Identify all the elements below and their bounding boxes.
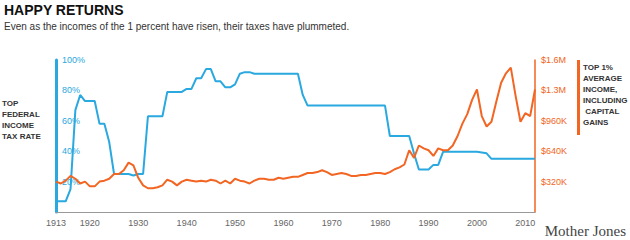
svg-text:FEDERAL: FEDERAL	[2, 110, 42, 119]
svg-text:1990: 1990	[419, 218, 439, 228]
svg-text:AVERAGE: AVERAGE	[583, 74, 624, 83]
svg-text:2010: 2010	[515, 218, 535, 228]
svg-text:1920: 1920	[80, 218, 100, 228]
svg-text:1980: 1980	[370, 218, 390, 228]
svg-text:Mother Jones: Mother Jones	[545, 223, 626, 239]
svg-text:$320K: $320K	[541, 177, 567, 187]
svg-text:1930: 1930	[128, 218, 148, 228]
svg-text:1913: 1913	[46, 218, 66, 228]
svg-text:INCOME: INCOME	[2, 121, 36, 130]
svg-text:CAPITAL: CAPITAL	[583, 107, 621, 116]
svg-text:100%: 100%	[62, 55, 85, 65]
svg-text:$1.6M: $1.6M	[541, 55, 566, 65]
svg-text:60%: 60%	[62, 116, 80, 126]
svg-text:1950: 1950	[225, 218, 245, 228]
svg-text:TAX RATE: TAX RATE	[2, 132, 41, 141]
svg-text:1970: 1970	[322, 218, 342, 228]
svg-text:$640K: $640K	[541, 146, 567, 156]
svg-text:$1.3M: $1.3M	[541, 85, 566, 95]
svg-text:40%: 40%	[62, 146, 80, 156]
svg-text:2000: 2000	[467, 218, 487, 228]
svg-text:Even as the incomes of the 1 p: Even as the incomes of the 1 percent hav…	[4, 21, 349, 32]
svg-text:HAPPY RETURNS: HAPPY RETURNS	[4, 2, 124, 18]
svg-text:TOP: TOP	[2, 99, 20, 108]
svg-text:$960K: $960K	[541, 116, 567, 126]
svg-text:INCOME,: INCOME,	[583, 85, 619, 94]
svg-text:INCLUDING: INCLUDING	[583, 96, 627, 105]
svg-text:TOP 1%: TOP 1%	[583, 63, 615, 72]
svg-text:1940: 1940	[177, 218, 197, 228]
svg-text:GAINS: GAINS	[583, 118, 609, 127]
svg-text:1960: 1960	[273, 218, 293, 228]
svg-text:80%: 80%	[62, 85, 80, 95]
